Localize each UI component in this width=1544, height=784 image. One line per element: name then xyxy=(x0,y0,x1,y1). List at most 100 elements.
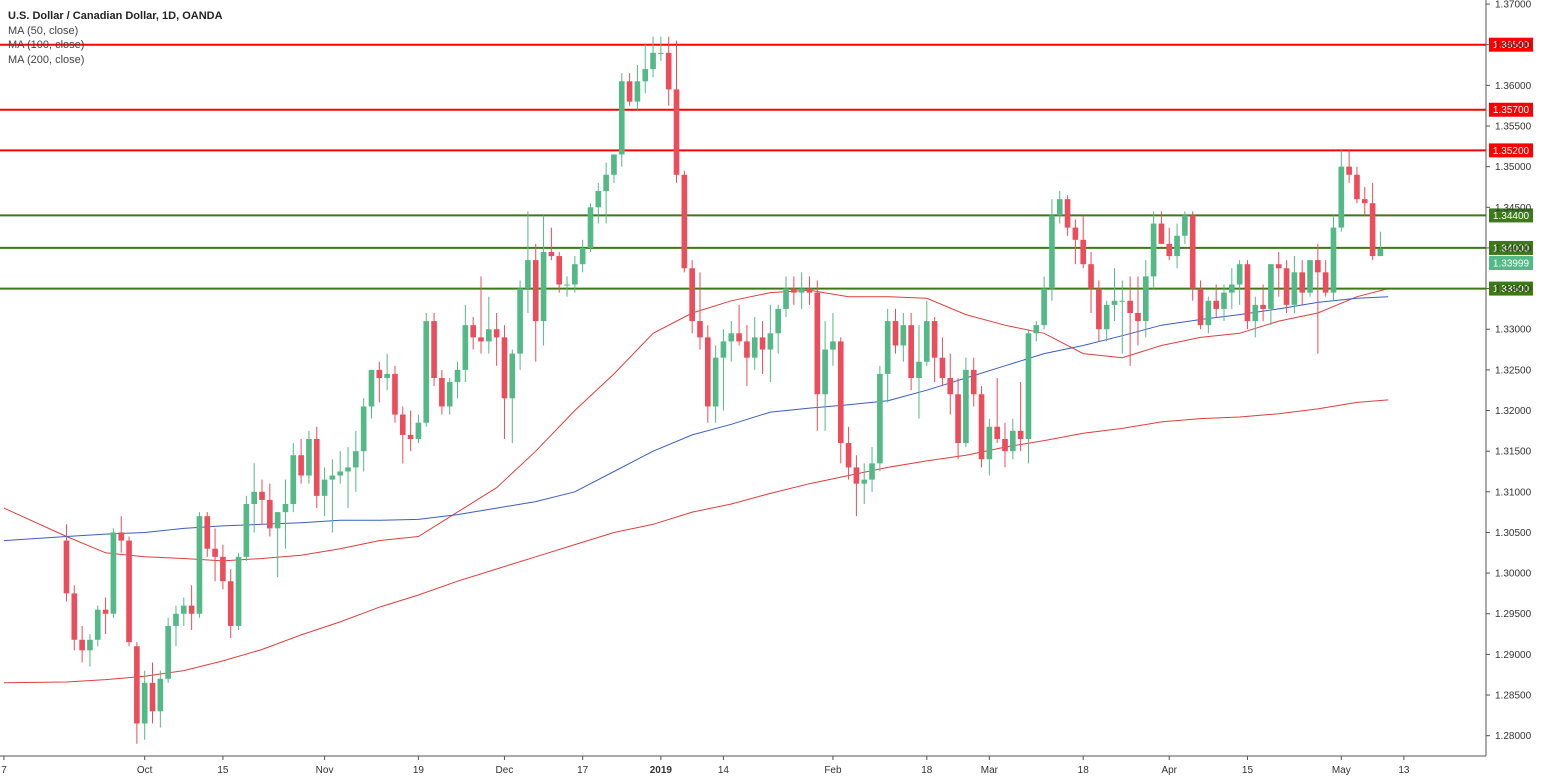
candle-down xyxy=(673,40,680,183)
candle-body xyxy=(1080,239,1087,265)
candle-body xyxy=(1315,260,1321,273)
candle-down xyxy=(501,325,508,439)
candle-up xyxy=(1041,276,1047,330)
candle-up xyxy=(306,430,312,484)
candle-body xyxy=(689,268,695,322)
candle-up xyxy=(94,605,101,647)
candle-down xyxy=(1197,280,1204,330)
candle-body xyxy=(1197,288,1204,326)
candle-body xyxy=(595,191,602,208)
candle-down xyxy=(1322,260,1329,297)
candle-body xyxy=(1049,215,1055,289)
level-label: 1.34400 xyxy=(1493,211,1530,222)
y-tick-label: 1.36000 xyxy=(1495,81,1532,92)
indicator-ma50-label[interactable]: MA (50, close) xyxy=(8,24,79,37)
candle-body xyxy=(196,516,203,614)
y-tick-label: 1.31500 xyxy=(1495,447,1532,458)
candle-body xyxy=(1307,260,1313,293)
candle-body xyxy=(243,504,250,557)
candle-body xyxy=(791,288,797,293)
candle-body xyxy=(509,353,516,399)
candle-body xyxy=(611,154,617,175)
candle-body xyxy=(1213,300,1219,309)
candle-body xyxy=(1252,304,1259,322)
x-tick-label: Feb xyxy=(824,765,842,776)
candle-down xyxy=(548,227,555,261)
candle-up xyxy=(423,312,430,427)
candle-body xyxy=(384,373,390,378)
candle-down xyxy=(259,479,265,525)
indicator-ma200-label[interactable]: MA (200, close) xyxy=(8,53,85,66)
candle-up xyxy=(712,345,719,423)
y-tick-label: 1.33000 xyxy=(1495,325,1532,336)
candle-body xyxy=(329,475,336,480)
indicator-ma100-label[interactable]: MA (100, close) xyxy=(8,39,85,51)
candle-down xyxy=(126,536,132,647)
candle-down xyxy=(1244,260,1251,330)
candle-up xyxy=(1221,284,1227,322)
candle-up xyxy=(579,239,586,273)
candle-body xyxy=(1010,430,1016,452)
level-label: 1.33500 xyxy=(1493,284,1530,295)
resistance-level-badge: 1.35700 xyxy=(1489,102,1533,117)
candle-down xyxy=(1283,260,1290,313)
candle-down xyxy=(681,170,688,273)
candle-body xyxy=(1135,312,1141,322)
candle-body xyxy=(1299,272,1306,293)
candle-body xyxy=(63,540,70,594)
candle-down xyxy=(63,524,70,602)
candle-body xyxy=(712,357,719,407)
candle-body xyxy=(978,394,985,460)
candle-body xyxy=(141,682,148,724)
candle-body xyxy=(134,646,140,724)
candle-body xyxy=(306,438,312,476)
candle-body xyxy=(884,321,891,374)
candle-down xyxy=(947,353,954,415)
candle-body xyxy=(720,341,727,358)
candle-down xyxy=(665,36,672,106)
candle-body xyxy=(1158,223,1165,244)
level-label: 1.35200 xyxy=(1493,146,1530,157)
candle-body xyxy=(1283,268,1290,305)
candle-up xyxy=(830,312,836,366)
candle-down xyxy=(814,280,821,431)
candle-body xyxy=(1221,292,1227,309)
candle-up xyxy=(282,479,289,549)
candle-body xyxy=(1361,199,1368,204)
support-level-badge: 1.33500 xyxy=(1489,281,1533,296)
candle-up xyxy=(251,463,257,533)
candle-body xyxy=(353,451,359,468)
candle-up xyxy=(963,357,969,448)
last-price-label: 1.33999 xyxy=(1493,259,1530,270)
candle-body xyxy=(986,426,993,460)
candle-up xyxy=(509,349,516,444)
candle-down xyxy=(220,544,226,590)
moving-averages xyxy=(3,288,1389,684)
y-tick-label: 1.36500 xyxy=(1495,40,1532,51)
candle-body xyxy=(220,556,226,582)
candle-up xyxy=(1049,199,1055,301)
candle-down xyxy=(1299,260,1306,305)
candle-up xyxy=(1174,223,1180,269)
y-tick-label: 1.37000 xyxy=(1495,0,1532,11)
candle-up xyxy=(345,447,351,509)
candle-down xyxy=(493,312,500,366)
candle-up xyxy=(1033,321,1040,342)
x-tick-label: 18 xyxy=(921,765,933,776)
candle-down xyxy=(1189,211,1196,301)
candle-body xyxy=(916,361,922,378)
candle-up xyxy=(1330,215,1337,301)
candle-down xyxy=(1213,284,1219,318)
y-tick-label: 1.32000 xyxy=(1495,406,1532,417)
candle-body xyxy=(540,252,547,322)
candle-up xyxy=(728,321,735,362)
candle-body xyxy=(1268,264,1274,309)
candle-body xyxy=(681,174,688,269)
ma50-line xyxy=(3,288,1389,562)
candle-down xyxy=(149,662,156,724)
candle-body xyxy=(1088,264,1094,289)
candle-body xyxy=(1119,300,1126,302)
candle-down xyxy=(71,585,78,651)
candle-body xyxy=(665,52,672,90)
